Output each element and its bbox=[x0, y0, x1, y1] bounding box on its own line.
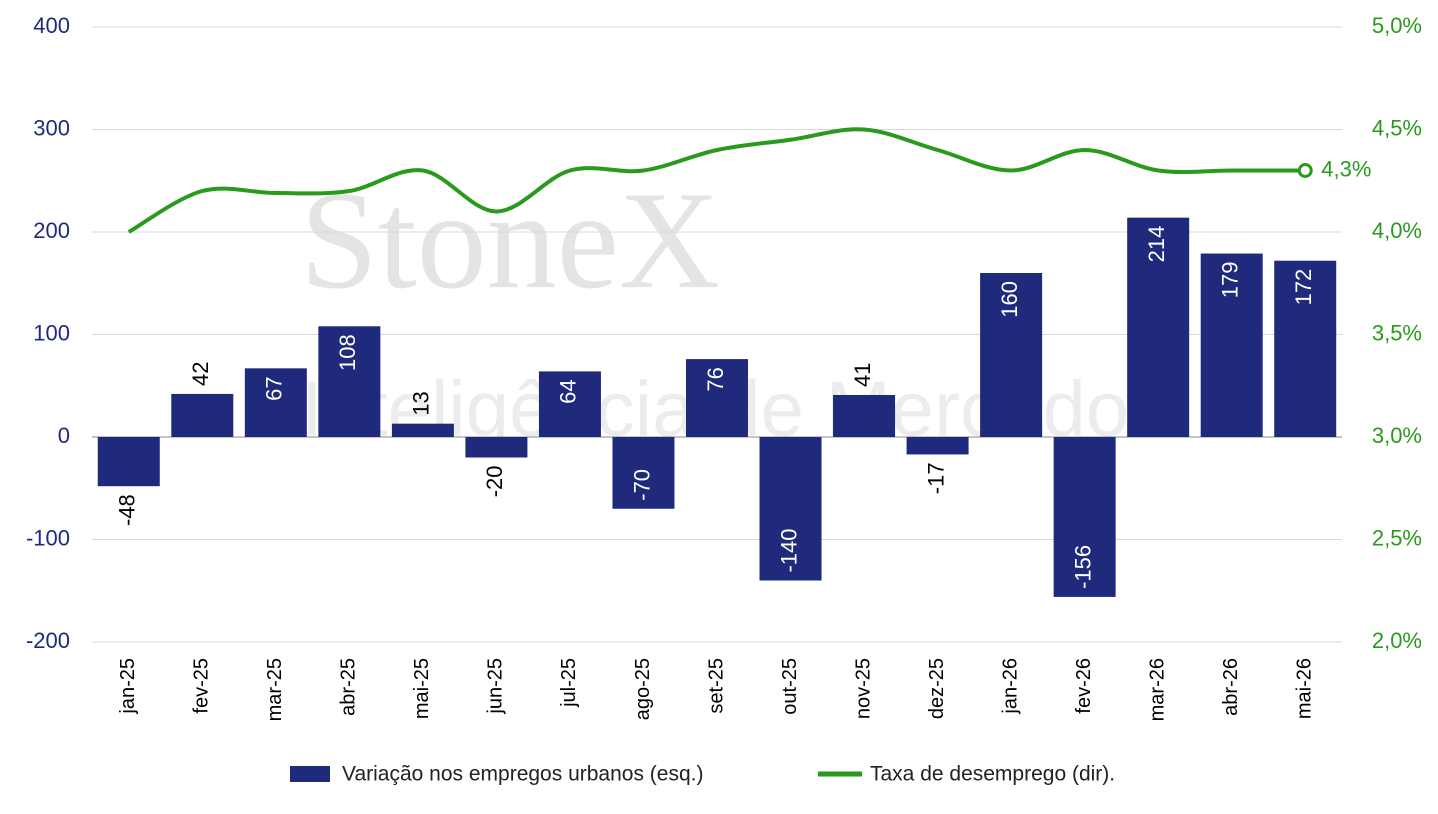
data-label: 172 bbox=[1291, 269, 1316, 306]
bar bbox=[686, 359, 748, 437]
bar bbox=[759, 437, 822, 581]
y2-tick-label: 3,0% bbox=[1372, 423, 1422, 448]
bar bbox=[1200, 253, 1263, 437]
data-label: 76 bbox=[703, 367, 728, 391]
x-tick-label: jan-25 bbox=[117, 658, 139, 715]
line bbox=[127, 127, 1306, 234]
y-tick-label: 200 bbox=[33, 218, 70, 243]
bar bbox=[1274, 260, 1337, 437]
y2-tick-label: 5,0% bbox=[1372, 13, 1422, 38]
data-label: 64 bbox=[556, 379, 581, 403]
x-tick-label: jan-26 bbox=[999, 658, 1021, 715]
legend-label: Variação nos empregos urbanos (esq.) bbox=[342, 763, 703, 786]
bar bbox=[465, 437, 528, 458]
data-label: -156 bbox=[1070, 545, 1095, 589]
x-tick-label: nov-25 bbox=[852, 658, 874, 719]
x-tick-label: ago-25 bbox=[632, 658, 654, 720]
x-tick-label: jul-25 bbox=[558, 658, 580, 708]
x-tick-label: abr-26 bbox=[1220, 658, 1242, 716]
data-label: 4,3% bbox=[1321, 156, 1371, 181]
data-label: -70 bbox=[629, 469, 654, 501]
data-label: -17 bbox=[923, 462, 948, 494]
data-label: -48 bbox=[115, 494, 140, 526]
y2-tick-label: 3,5% bbox=[1372, 320, 1422, 345]
x-tick-label: fev-25 bbox=[191, 658, 213, 714]
bar bbox=[538, 371, 601, 437]
x-tick-label: abr-25 bbox=[338, 658, 360, 716]
y-tick-label: -100 bbox=[26, 525, 70, 550]
y-tick-label: 400 bbox=[33, 13, 70, 38]
x-tick-label: jun-25 bbox=[485, 658, 507, 715]
bar bbox=[1127, 217, 1190, 437]
data-label: -140 bbox=[776, 528, 801, 572]
bar bbox=[906, 437, 969, 455]
x-tick-label: mai-26 bbox=[1294, 658, 1316, 719]
y2-tick-label: 4,0% bbox=[1372, 218, 1422, 243]
data-label: 179 bbox=[1218, 262, 1243, 299]
y-tick-label: 100 bbox=[33, 320, 70, 345]
bar bbox=[244, 368, 307, 437]
bar bbox=[391, 423, 454, 437]
x-tick-label: set-25 bbox=[705, 658, 727, 714]
legend-swatch bbox=[290, 766, 330, 782]
data-label: 13 bbox=[409, 391, 434, 415]
x-tick-label: mai-25 bbox=[411, 658, 433, 719]
y-tick-label: -200 bbox=[26, 628, 70, 653]
data-label: 214 bbox=[1144, 226, 1169, 263]
bar bbox=[97, 437, 160, 487]
x-tick-label: mar-25 bbox=[264, 658, 286, 721]
data-label: 67 bbox=[262, 376, 287, 400]
x-tick-label: mar-26 bbox=[1146, 658, 1168, 721]
data-label: 108 bbox=[335, 334, 360, 371]
bar bbox=[833, 394, 896, 437]
bar bbox=[1053, 437, 1116, 597]
y2-tick-label: 4,5% bbox=[1372, 115, 1422, 140]
data-label: 160 bbox=[997, 281, 1022, 318]
y-tick-label: 0 bbox=[58, 423, 70, 448]
data-label: -20 bbox=[482, 465, 507, 497]
y-tick-label: 300 bbox=[33, 115, 70, 140]
line-end-marker bbox=[1297, 163, 1313, 178]
bar bbox=[612, 437, 675, 509]
y2-tick-label: 2,5% bbox=[1372, 525, 1422, 550]
bar bbox=[318, 326, 381, 437]
legend-label: Taxa de desemprego (dir). bbox=[870, 763, 1115, 786]
x-tick-label: fev-26 bbox=[1073, 658, 1095, 714]
bar bbox=[171, 393, 234, 437]
data-label: 42 bbox=[188, 361, 213, 385]
x-tick-label: out-25 bbox=[779, 658, 801, 715]
data-label: 41 bbox=[850, 362, 875, 386]
x-tick-label: dez-25 bbox=[926, 658, 948, 719]
bar bbox=[980, 273, 1043, 437]
y2-tick-label: 2,0% bbox=[1372, 628, 1422, 653]
watermark-brand: StoneX bbox=[300, 163, 720, 318]
